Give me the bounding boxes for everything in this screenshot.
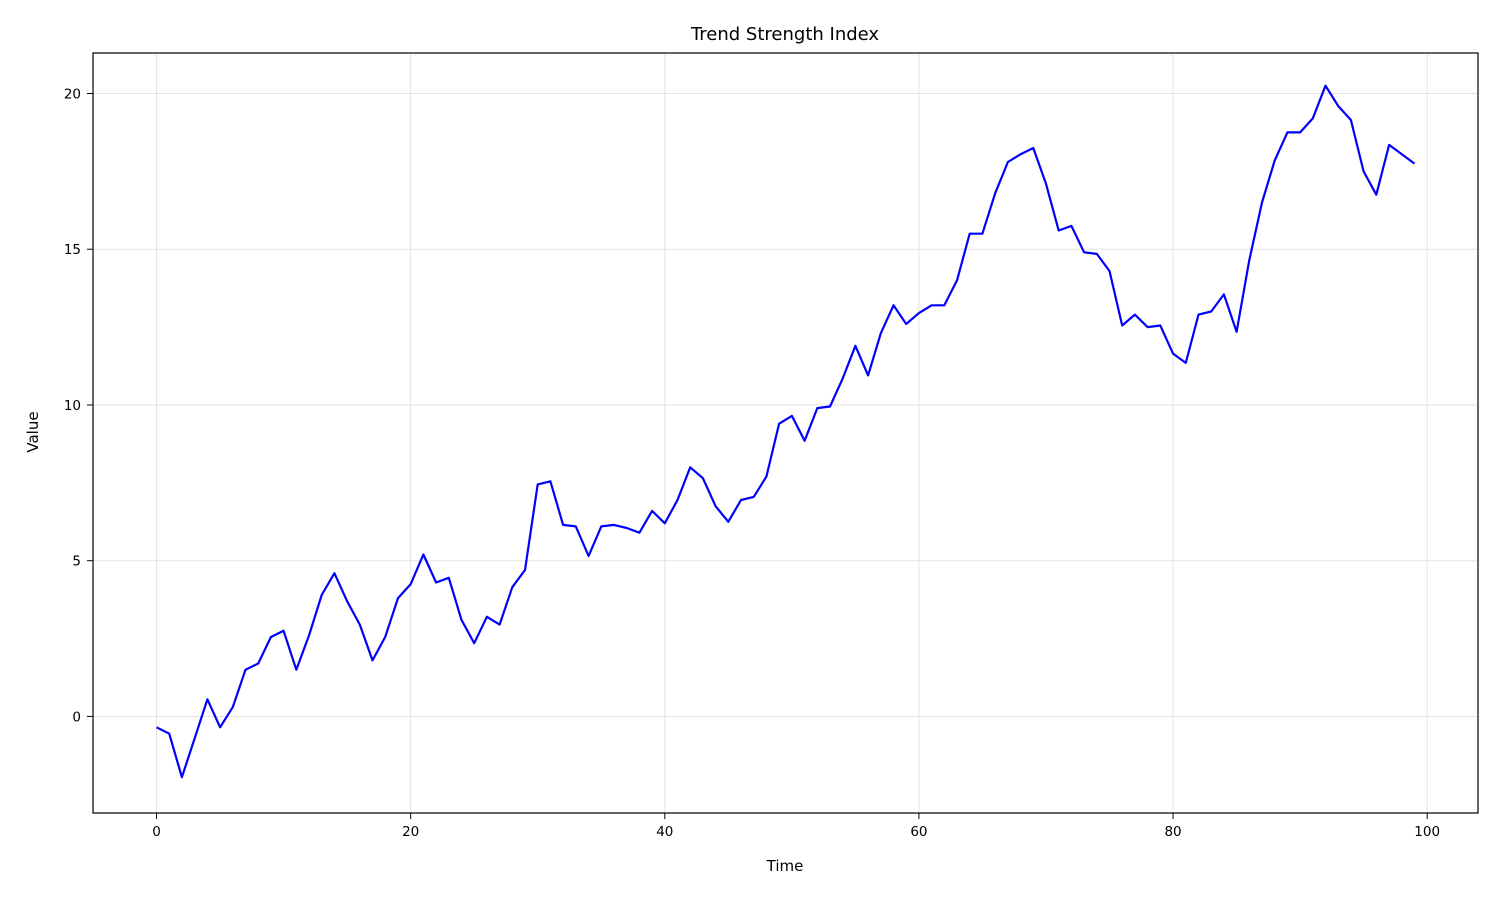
x-tick-label: 80: [1164, 824, 1181, 840]
x-axis-ticks: 0 20 40 60 80 100: [152, 813, 1440, 840]
x-tick-label: 40: [656, 824, 673, 840]
y-tick-label: 20: [64, 86, 81, 102]
y-tick-label: 5: [72, 554, 81, 570]
x-tick-label: 60: [910, 824, 927, 840]
chart-title: Trend Strength Index: [690, 24, 879, 45]
y-axis-label: Value: [24, 411, 42, 452]
plot-frame: [92, 52, 1479, 814]
y-tick-label: 15: [64, 242, 81, 258]
x-gridlines: [156, 53, 1428, 813]
y-tick-label: 0: [72, 709, 81, 725]
y-gridlines: [93, 92, 1478, 717]
y-tick-label: 10: [64, 398, 81, 414]
y-axis-ticks: 0 5 10 15 20: [64, 86, 93, 725]
series-line: [156, 84, 1416, 779]
x-tick-label: 0: [152, 824, 161, 840]
x-tick-label: 20: [402, 824, 419, 840]
x-tick-label: 100: [1414, 824, 1440, 840]
x-axis-label: Time: [766, 857, 804, 875]
